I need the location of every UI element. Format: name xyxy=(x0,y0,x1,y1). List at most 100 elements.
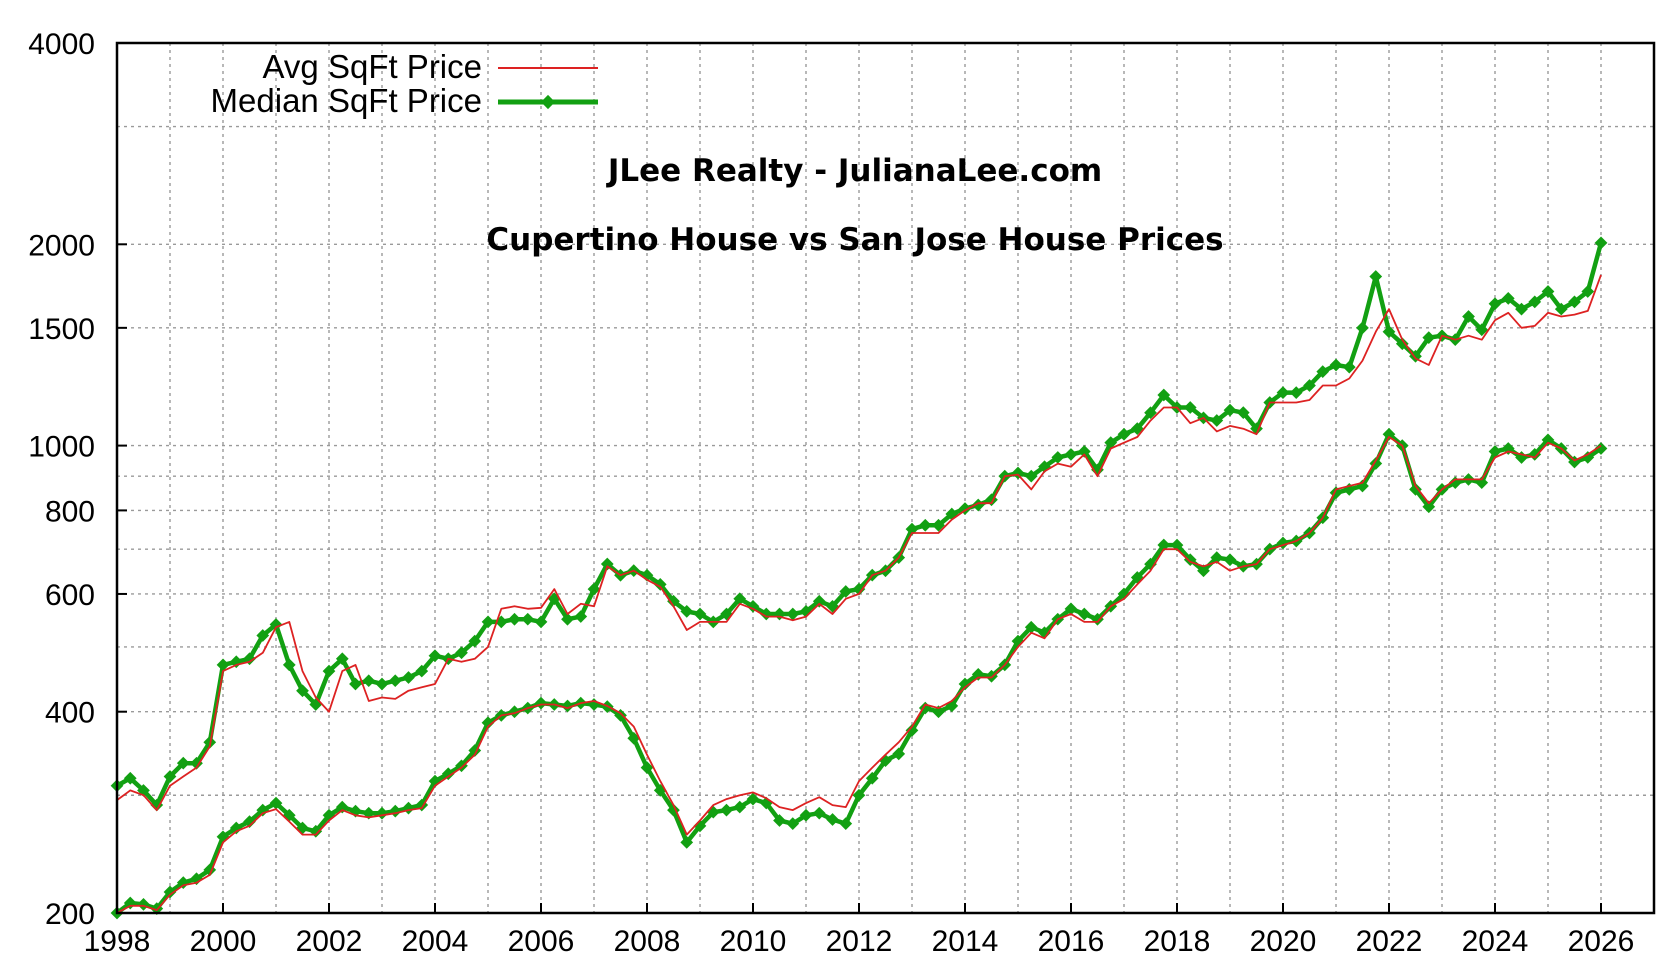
series-avg-sqft-price-cupertino xyxy=(116,274,1602,811)
data-point xyxy=(508,705,521,719)
data-point xyxy=(932,705,945,719)
y-tick-label: 1500 xyxy=(28,313,95,346)
data-point xyxy=(335,800,349,814)
data-point xyxy=(1382,427,1396,441)
data-point xyxy=(508,612,521,626)
data-point xyxy=(1554,302,1568,316)
data-point xyxy=(176,756,190,770)
data-point xyxy=(256,803,270,817)
series-layer xyxy=(110,236,1608,920)
data-point xyxy=(574,610,588,623)
y-tick-label: 200 xyxy=(45,898,95,931)
y-tick-label: 2000 xyxy=(28,229,95,262)
data-point xyxy=(468,634,482,648)
x-tick-label: 2018 xyxy=(1144,925,1211,958)
data-point xyxy=(1515,302,1528,316)
data-point xyxy=(1064,602,1078,616)
data-point xyxy=(1223,553,1237,567)
data-point xyxy=(958,677,972,691)
data-point xyxy=(985,669,998,683)
x-tick-label: 2014 xyxy=(932,925,999,958)
data-point xyxy=(362,674,376,688)
legend-label-median: Median SqFt Price xyxy=(211,82,482,119)
data-point xyxy=(481,716,495,730)
data-point xyxy=(1091,463,1104,477)
data-point xyxy=(680,836,694,849)
x-tick-label: 1998 xyxy=(84,925,151,958)
plot-frame xyxy=(115,41,1656,915)
x-tick-label: 2004 xyxy=(402,925,469,958)
data-point xyxy=(1157,538,1171,552)
chart-subtitle: Cupertino House vs San Jose House Prices xyxy=(486,222,1223,258)
data-point xyxy=(534,615,548,629)
data-point xyxy=(296,684,309,698)
data-point xyxy=(243,815,256,828)
y-tick-label: 600 xyxy=(45,579,95,612)
data-point xyxy=(839,817,853,831)
data-point xyxy=(1409,483,1422,496)
x-tick-label: 2026 xyxy=(1568,925,1635,958)
data-point xyxy=(667,594,680,608)
y-axis: 200 400 600 800 1000 1500 2000 4000 xyxy=(28,28,127,931)
y-tick-label: 1000 xyxy=(28,431,95,464)
data-point xyxy=(1157,388,1171,402)
data-point xyxy=(1488,445,1502,458)
x-axis: 1998 2000 2002 2004 2006 2008 2010 2012 2014 2016… xyxy=(84,903,1635,958)
data-point xyxy=(852,582,866,596)
y-tick-label: 800 xyxy=(45,495,95,528)
data-point xyxy=(1329,358,1343,372)
data-point xyxy=(1594,442,1608,455)
data-point xyxy=(1210,414,1224,427)
series-median-sqft-price-san-jose xyxy=(110,427,1608,920)
x-tick-label: 2002 xyxy=(296,925,363,958)
data-point xyxy=(441,767,455,781)
x-tick-label: 2012 xyxy=(826,925,893,958)
legend: Avg SqFt Price Median SqFt Price xyxy=(211,48,598,119)
data-point xyxy=(1117,587,1131,601)
data-point xyxy=(256,629,270,642)
x-tick-label: 2000 xyxy=(190,925,257,958)
data-point xyxy=(455,646,468,660)
data-point xyxy=(1581,285,1595,298)
data-point xyxy=(812,594,826,608)
data-point xyxy=(746,599,760,613)
y-tick-label: 400 xyxy=(45,697,95,730)
data-point xyxy=(282,658,296,672)
data-point xyxy=(839,585,853,598)
data-point xyxy=(163,885,177,899)
data-point xyxy=(733,800,747,814)
data-point xyxy=(1289,386,1303,399)
data-point xyxy=(190,756,203,770)
data-point xyxy=(1144,557,1157,571)
series-line xyxy=(116,274,1602,811)
data-point xyxy=(190,872,203,886)
data-point xyxy=(521,612,535,626)
data-point xyxy=(561,612,574,626)
data-point xyxy=(865,771,879,785)
data-point xyxy=(852,788,866,802)
y-tick-label: 4000 xyxy=(28,28,95,61)
data-point xyxy=(1382,325,1396,339)
data-point xyxy=(388,674,402,688)
data-point xyxy=(1170,538,1184,552)
x-tick-label: 2020 xyxy=(1250,925,1317,958)
data-point xyxy=(892,747,906,761)
data-point xyxy=(1210,551,1224,564)
series-avg-sqft-price-san-jose xyxy=(116,436,1602,914)
data-point xyxy=(932,518,945,532)
data-point xyxy=(1024,469,1038,483)
data-point xyxy=(216,658,230,672)
data-point xyxy=(335,652,349,666)
data-point xyxy=(587,582,601,596)
data-point xyxy=(1011,466,1025,480)
legend-marker-median xyxy=(540,94,556,110)
data-point xyxy=(653,578,667,591)
data-point xyxy=(680,605,694,618)
data-point xyxy=(1236,406,1250,420)
data-point xyxy=(1581,451,1595,464)
data-point xyxy=(799,808,813,822)
x-tick-label: 2006 xyxy=(508,925,575,958)
data-point xyxy=(918,518,932,532)
x-tick-label: 2008 xyxy=(614,925,681,958)
